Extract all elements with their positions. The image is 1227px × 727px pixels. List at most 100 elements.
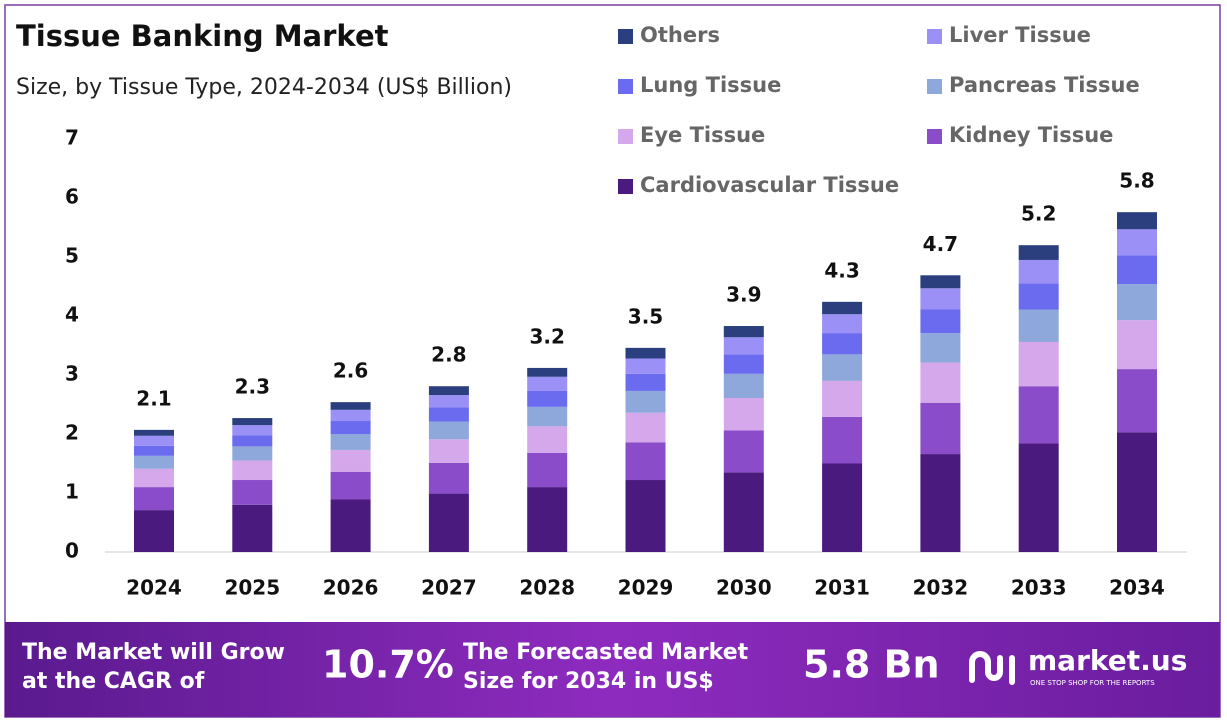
x-tick-label: 2024 xyxy=(126,576,182,600)
total-label: 4.3 xyxy=(824,258,859,282)
bar-segment xyxy=(723,398,764,431)
legend-swatch xyxy=(618,79,633,94)
bar-segment xyxy=(428,421,469,440)
bar-segment xyxy=(527,367,568,377)
bar-segment xyxy=(1117,369,1157,433)
bar-segment xyxy=(625,373,666,391)
bar-segment xyxy=(1117,229,1157,256)
bar-segment xyxy=(1018,443,1059,552)
bar-segment xyxy=(822,463,863,552)
bar-segment xyxy=(625,412,666,443)
bar-segment xyxy=(822,416,863,464)
bar-segment xyxy=(723,354,764,374)
bar-segment xyxy=(134,435,174,446)
bar-segment xyxy=(527,426,568,453)
bar-segment xyxy=(134,455,174,469)
bar-segment xyxy=(920,309,961,334)
total-label: 5.8 xyxy=(1119,169,1154,193)
x-tick-label: 2033 xyxy=(1011,576,1067,600)
legend-label: Pancreas Tissue xyxy=(949,73,1140,97)
bar-segment xyxy=(527,452,568,488)
x-tick-label: 2034 xyxy=(1109,576,1165,600)
banner xyxy=(5,622,1220,717)
brand-logo xyxy=(969,651,1015,685)
total-label: 4.7 xyxy=(923,232,958,256)
bar-segment xyxy=(920,333,961,363)
total-label: 3.5 xyxy=(628,304,663,328)
y-tick-label: 5 xyxy=(65,244,79,268)
bar-segment xyxy=(1117,212,1157,230)
legend-swatch xyxy=(927,79,942,94)
tagline: ONE STOP SHOP FOR THE REPORTS xyxy=(1030,679,1155,687)
bar-segment xyxy=(330,402,371,410)
bar-segment xyxy=(1018,341,1059,387)
bar-segment xyxy=(1117,284,1157,321)
bar-segment xyxy=(920,402,961,455)
chart-title: Tissue Banking Market xyxy=(16,19,389,53)
x-tick-label: 2025 xyxy=(224,576,280,600)
y-tick-label: 1 xyxy=(65,480,79,504)
bar-segment xyxy=(134,445,174,456)
bar-segment xyxy=(1018,245,1059,260)
bar-segment xyxy=(625,442,666,481)
bar-segment xyxy=(723,326,764,338)
legend-swatch xyxy=(927,29,942,44)
bar-segment xyxy=(920,275,961,289)
cagr-value: 10.7% xyxy=(322,643,454,687)
legend-swatch xyxy=(927,129,942,144)
bar-segment xyxy=(822,314,863,334)
bar-segment xyxy=(1018,283,1059,310)
y-tick-label: 6 xyxy=(65,185,79,209)
bar-segment xyxy=(625,358,666,374)
x-tick-label: 2027 xyxy=(421,576,477,600)
bar-segment xyxy=(1018,386,1059,444)
bar-segment xyxy=(330,409,371,422)
bar-segment xyxy=(428,386,469,396)
total-label: 3.9 xyxy=(726,283,761,307)
x-tick-label: 2030 xyxy=(716,576,772,600)
total-label: 2.1 xyxy=(136,386,171,410)
bar-segment xyxy=(723,373,764,399)
legend-swatch xyxy=(618,179,633,194)
bar-segment xyxy=(920,454,961,552)
bar-segment xyxy=(920,362,961,403)
bar-segment xyxy=(723,472,764,552)
bar-segment xyxy=(232,504,273,552)
x-tick-label: 2029 xyxy=(618,576,674,600)
bar-segment xyxy=(134,429,174,436)
bar-segment xyxy=(134,510,174,552)
bar-segment xyxy=(330,421,371,434)
bar-segment xyxy=(920,288,961,310)
chart-subtitle: Size, by Tissue Type, 2024-2034 (US$ Bil… xyxy=(16,75,512,100)
bar-segment xyxy=(1117,432,1157,552)
bar-segment xyxy=(822,380,863,417)
legend-label: Liver Tissue xyxy=(949,23,1091,47)
bar-segment xyxy=(822,301,863,315)
bar-segment xyxy=(625,480,666,552)
total-label: 3.2 xyxy=(529,324,564,348)
bar-segment xyxy=(232,480,273,505)
bar-segment xyxy=(822,333,863,355)
forecast-text: Size for 2034 in US$ xyxy=(463,669,714,694)
bar-segment xyxy=(428,439,469,463)
legend-label: Eye Tissue xyxy=(640,123,765,147)
bar-segment xyxy=(330,449,371,472)
legend-label: Kidney Tissue xyxy=(949,123,1113,147)
frame xyxy=(4,4,1221,718)
legend-label: Lung Tissue xyxy=(640,73,781,97)
bar-segment xyxy=(330,434,371,450)
bar-segment xyxy=(723,430,764,473)
bar-segment xyxy=(232,435,273,447)
bar-segment xyxy=(330,499,371,552)
total-label: 2.3 xyxy=(235,375,270,399)
bar-segment xyxy=(428,493,469,552)
legend-swatch xyxy=(618,29,633,44)
forecast-text: The Forecasted Market xyxy=(463,640,749,665)
bar-segment xyxy=(1018,309,1059,342)
legend-label: Others xyxy=(640,23,720,47)
cagr-text: at the CAGR of xyxy=(22,669,205,694)
brand: market.us xyxy=(1028,644,1187,677)
bar-segment xyxy=(1117,320,1157,370)
x-tick-label: 2032 xyxy=(913,576,969,600)
